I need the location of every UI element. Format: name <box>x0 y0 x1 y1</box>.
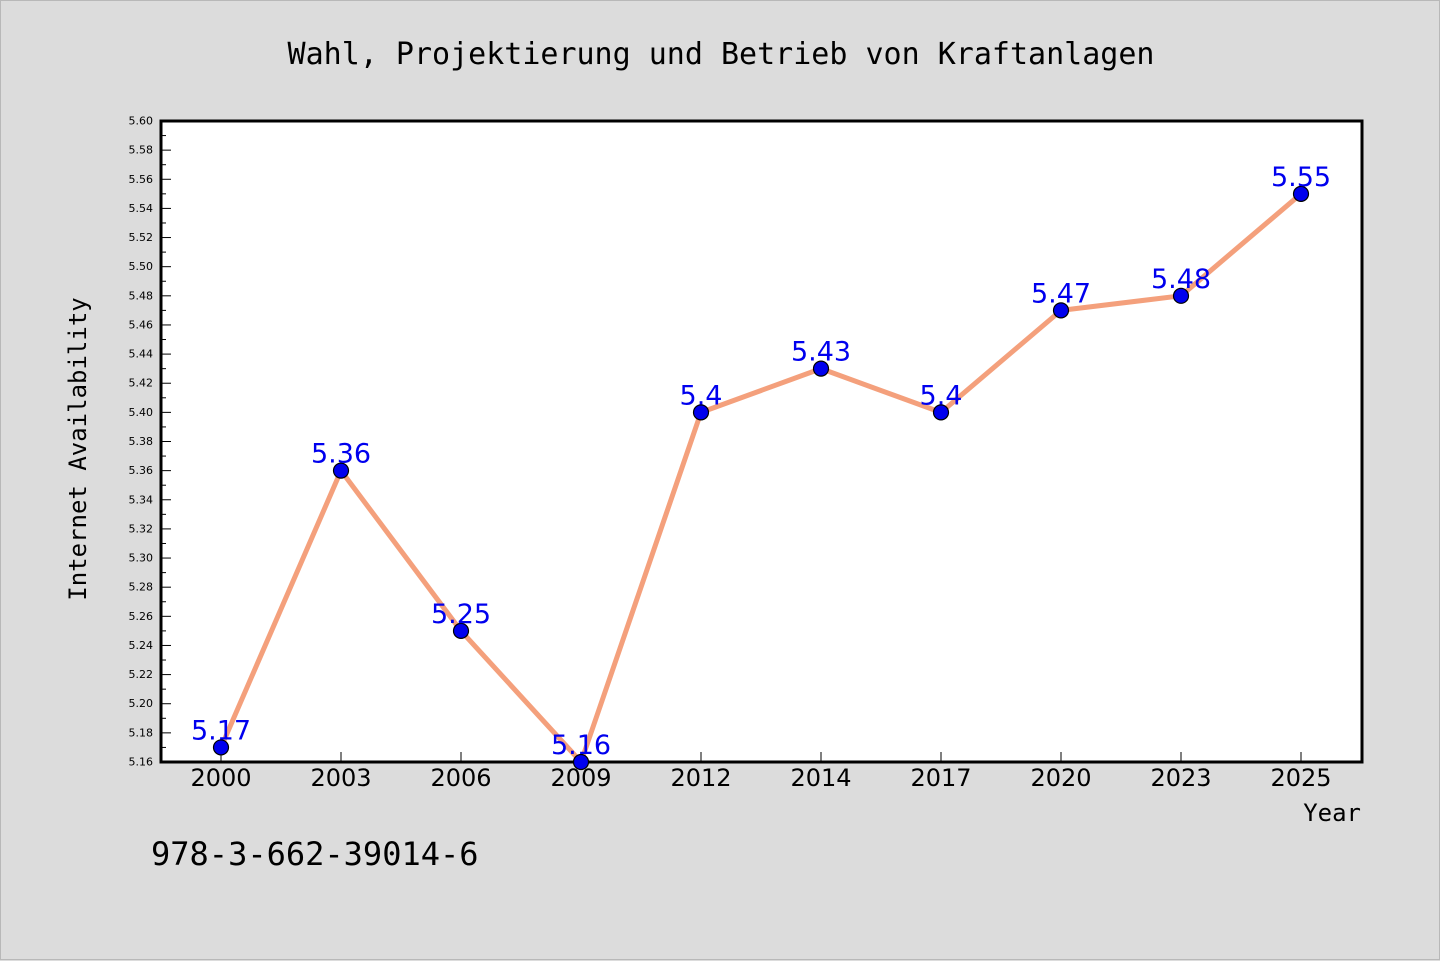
data-point <box>812 360 830 377</box>
y-tick-label: 5.54 <box>129 202 154 215</box>
y-tick-label: 5.44 <box>129 348 154 361</box>
x-tick-label: 2023 <box>1150 764 1211 792</box>
y-tick-label: 5.34 <box>129 493 154 506</box>
y-tick-label: 5.36 <box>129 464 154 477</box>
data-label: 5.25 <box>431 599 491 630</box>
y-tick-label: 5.42 <box>129 377 154 390</box>
data-label: 5.47 <box>1031 278 1091 309</box>
y-tick-label: 5.52 <box>129 231 154 244</box>
data-label: 5.43 <box>791 337 851 368</box>
isbn-footer: 978-3-662-39014-6 <box>151 835 479 873</box>
y-tick-label: 5.60 <box>129 115 154 128</box>
chart-title: Wahl, Projektierung und Betrieb von Kraf… <box>288 37 1155 72</box>
data-point <box>452 622 470 639</box>
x-axis-label: Year <box>1303 799 1361 827</box>
x-tick-label: 2006 <box>430 764 491 792</box>
y-tick-label: 5.30 <box>129 552 154 565</box>
data-point <box>572 753 590 771</box>
y-tick-label: 5.24 <box>129 639 154 652</box>
y-tick-label: 5.16 <box>129 756 154 769</box>
y-tick-label: 5.28 <box>129 581 154 594</box>
x-tick-label: 2025 <box>1270 764 1331 792</box>
y-tick-label: 5.46 <box>129 318 154 331</box>
y-axis: 5.16 5.18 5.20 5.22 5.24 5.26 5.28 5.30 5.32 5.34… <box>129 115 171 769</box>
data-label: 5.17 <box>191 715 251 746</box>
y-tick-label: 5.40 <box>129 406 154 419</box>
y-tick-label: 5.22 <box>129 668 154 681</box>
data-point <box>1172 287 1190 304</box>
x-tick-label: 2003 <box>310 764 371 792</box>
data-label: 5.4 <box>920 380 963 411</box>
data-point <box>212 739 230 756</box>
data-label: 5.36 <box>311 439 371 470</box>
y-tick-label: 5.56 <box>129 173 154 186</box>
y-tick-label: 5.48 <box>129 289 154 302</box>
series-line <box>218 191 1304 765</box>
y-tick-label: 5.50 <box>129 260 154 273</box>
y-axis-label: Internet Availability <box>64 297 92 600</box>
y-tick-label: 5.18 <box>129 726 154 739</box>
data-label: 5.16 <box>551 730 611 761</box>
x-tick-label: 2014 <box>790 764 851 792</box>
data-point <box>332 462 350 479</box>
x-tick-label: 2012 <box>670 764 731 792</box>
y-tick-label: 5.58 <box>129 144 154 157</box>
y-tick-label: 5.38 <box>129 435 154 448</box>
x-axis: 2000 2003 2006 2009 2012 2014 2017 2020 2023 2025 <box>190 752 1332 792</box>
series-layer: 5.17 5.36 5.25 5.16 5.4 5.43 5.4 5.47 5.48 5.55 <box>191 162 1331 771</box>
data-label: 5.55 <box>1271 162 1331 193</box>
y-tick-label: 5.26 <box>129 610 154 623</box>
plot-area <box>159 119 1364 764</box>
x-tick-label: 2020 <box>1030 764 1091 792</box>
x-tick-label: 2017 <box>910 764 971 792</box>
y-tick-label: 5.20 <box>129 697 154 710</box>
data-point <box>1052 302 1070 319</box>
y-tick-label: 5.32 <box>129 522 154 535</box>
data-label: 5.4 <box>680 380 723 411</box>
data-point <box>1292 185 1310 202</box>
x-tick-label: 2000 <box>190 764 251 792</box>
data-point <box>692 404 710 421</box>
data-label: 5.48 <box>1151 264 1211 295</box>
data-point <box>932 404 950 421</box>
